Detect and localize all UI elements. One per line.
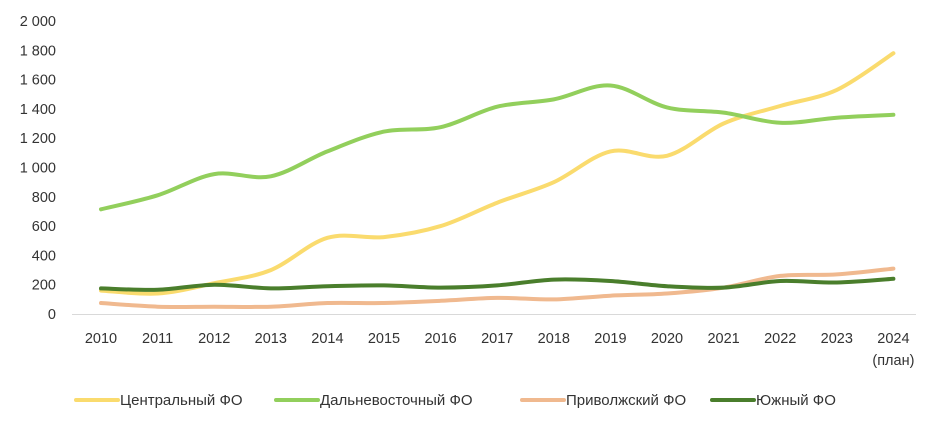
x-tick-sublabel: (план): [872, 353, 914, 369]
x-tick-label: 2013: [255, 331, 287, 347]
legend-label: Южный ФО: [756, 392, 836, 409]
x-tick-label: 2023: [821, 331, 853, 347]
y-tick-label: 0: [48, 307, 56, 323]
x-tick-label: 2012: [198, 331, 230, 347]
y-axis: 0 200 400 600 800 1 000 1 200 1 400 1 600 1 800 2 …: [20, 14, 56, 323]
y-tick-label: 1 400: [20, 102, 56, 118]
series-lines: [99, 51, 896, 309]
x-tick-label: 2016: [424, 331, 456, 347]
y-tick-label: 1 800: [20, 43, 56, 59]
y-tick-label: 400: [32, 248, 56, 264]
legend: Центральный ФО Дальневосточный ФО Приволжс…: [74, 392, 836, 409]
y-tick-label: 600: [32, 219, 56, 235]
series-line-2: [99, 266, 896, 309]
x-tick-label: 2020: [651, 331, 683, 347]
series-line-0: [99, 51, 896, 296]
y-tick-label: 1 200: [20, 131, 56, 147]
x-axis: 2010 2011 2012 2013 2014 2015 2016 2017 2018 2019…: [72, 314, 916, 369]
y-tick-label: 1 000: [20, 161, 56, 177]
legend-label: Приволжский ФО: [566, 392, 686, 409]
x-tick-label: 2010: [85, 331, 117, 347]
series-line-3: [99, 276, 896, 292]
x-tick-label: 2015: [368, 331, 400, 347]
x-tick-label: 2011: [142, 331, 173, 347]
x-tick-label: 2021: [707, 331, 739, 347]
y-tick-label: 1 600: [20, 73, 56, 89]
y-tick-label: 2 000: [20, 14, 56, 30]
legend-label: Центральный ФО: [120, 392, 243, 409]
series-line-1: [99, 83, 896, 212]
y-tick-label: 200: [32, 278, 56, 294]
legend-label: Дальневосточный ФО: [320, 392, 473, 409]
x-tick-label: 2017: [481, 331, 513, 347]
x-tick-label: 2022: [764, 331, 796, 347]
x-tick-label: 2024: [877, 331, 909, 347]
y-tick-label: 800: [32, 190, 56, 206]
x-tick-label: 2018: [538, 331, 570, 347]
x-tick-label: 2019: [594, 331, 626, 347]
x-tick-label: 2014: [311, 331, 343, 347]
